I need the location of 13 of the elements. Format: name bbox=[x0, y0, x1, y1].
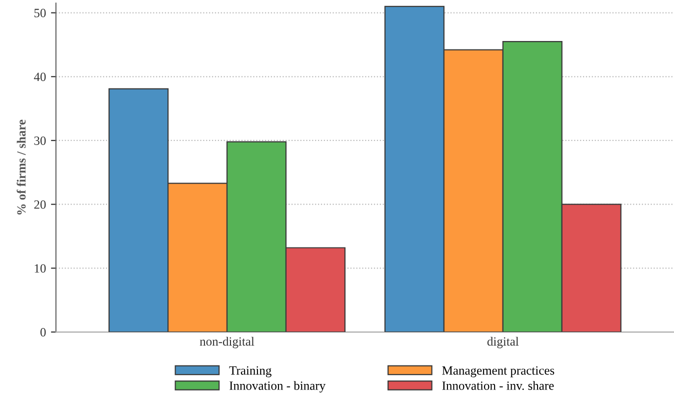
x-tick-label: digital bbox=[487, 336, 519, 348]
x-tick-label: non-digital bbox=[200, 336, 254, 348]
y-tick-label: 10 bbox=[34, 264, 46, 273]
y-tick-label: 50 bbox=[34, 8, 46, 18]
y-axis-title: % of firms / share bbox=[16, 120, 26, 214]
legend-label: Innovation - binary bbox=[230, 381, 326, 392]
legend-label: Innovation - inv. share bbox=[442, 381, 554, 390]
legend-label: Training bbox=[229, 366, 272, 378]
y-tick-label: 0 bbox=[40, 328, 46, 336]
legend-label: Management practices bbox=[442, 366, 554, 378]
y-tick-label: 30 bbox=[34, 136, 46, 145]
y-tick-label: 20 bbox=[34, 200, 46, 209]
y-tick-label: 40 bbox=[34, 72, 46, 82]
